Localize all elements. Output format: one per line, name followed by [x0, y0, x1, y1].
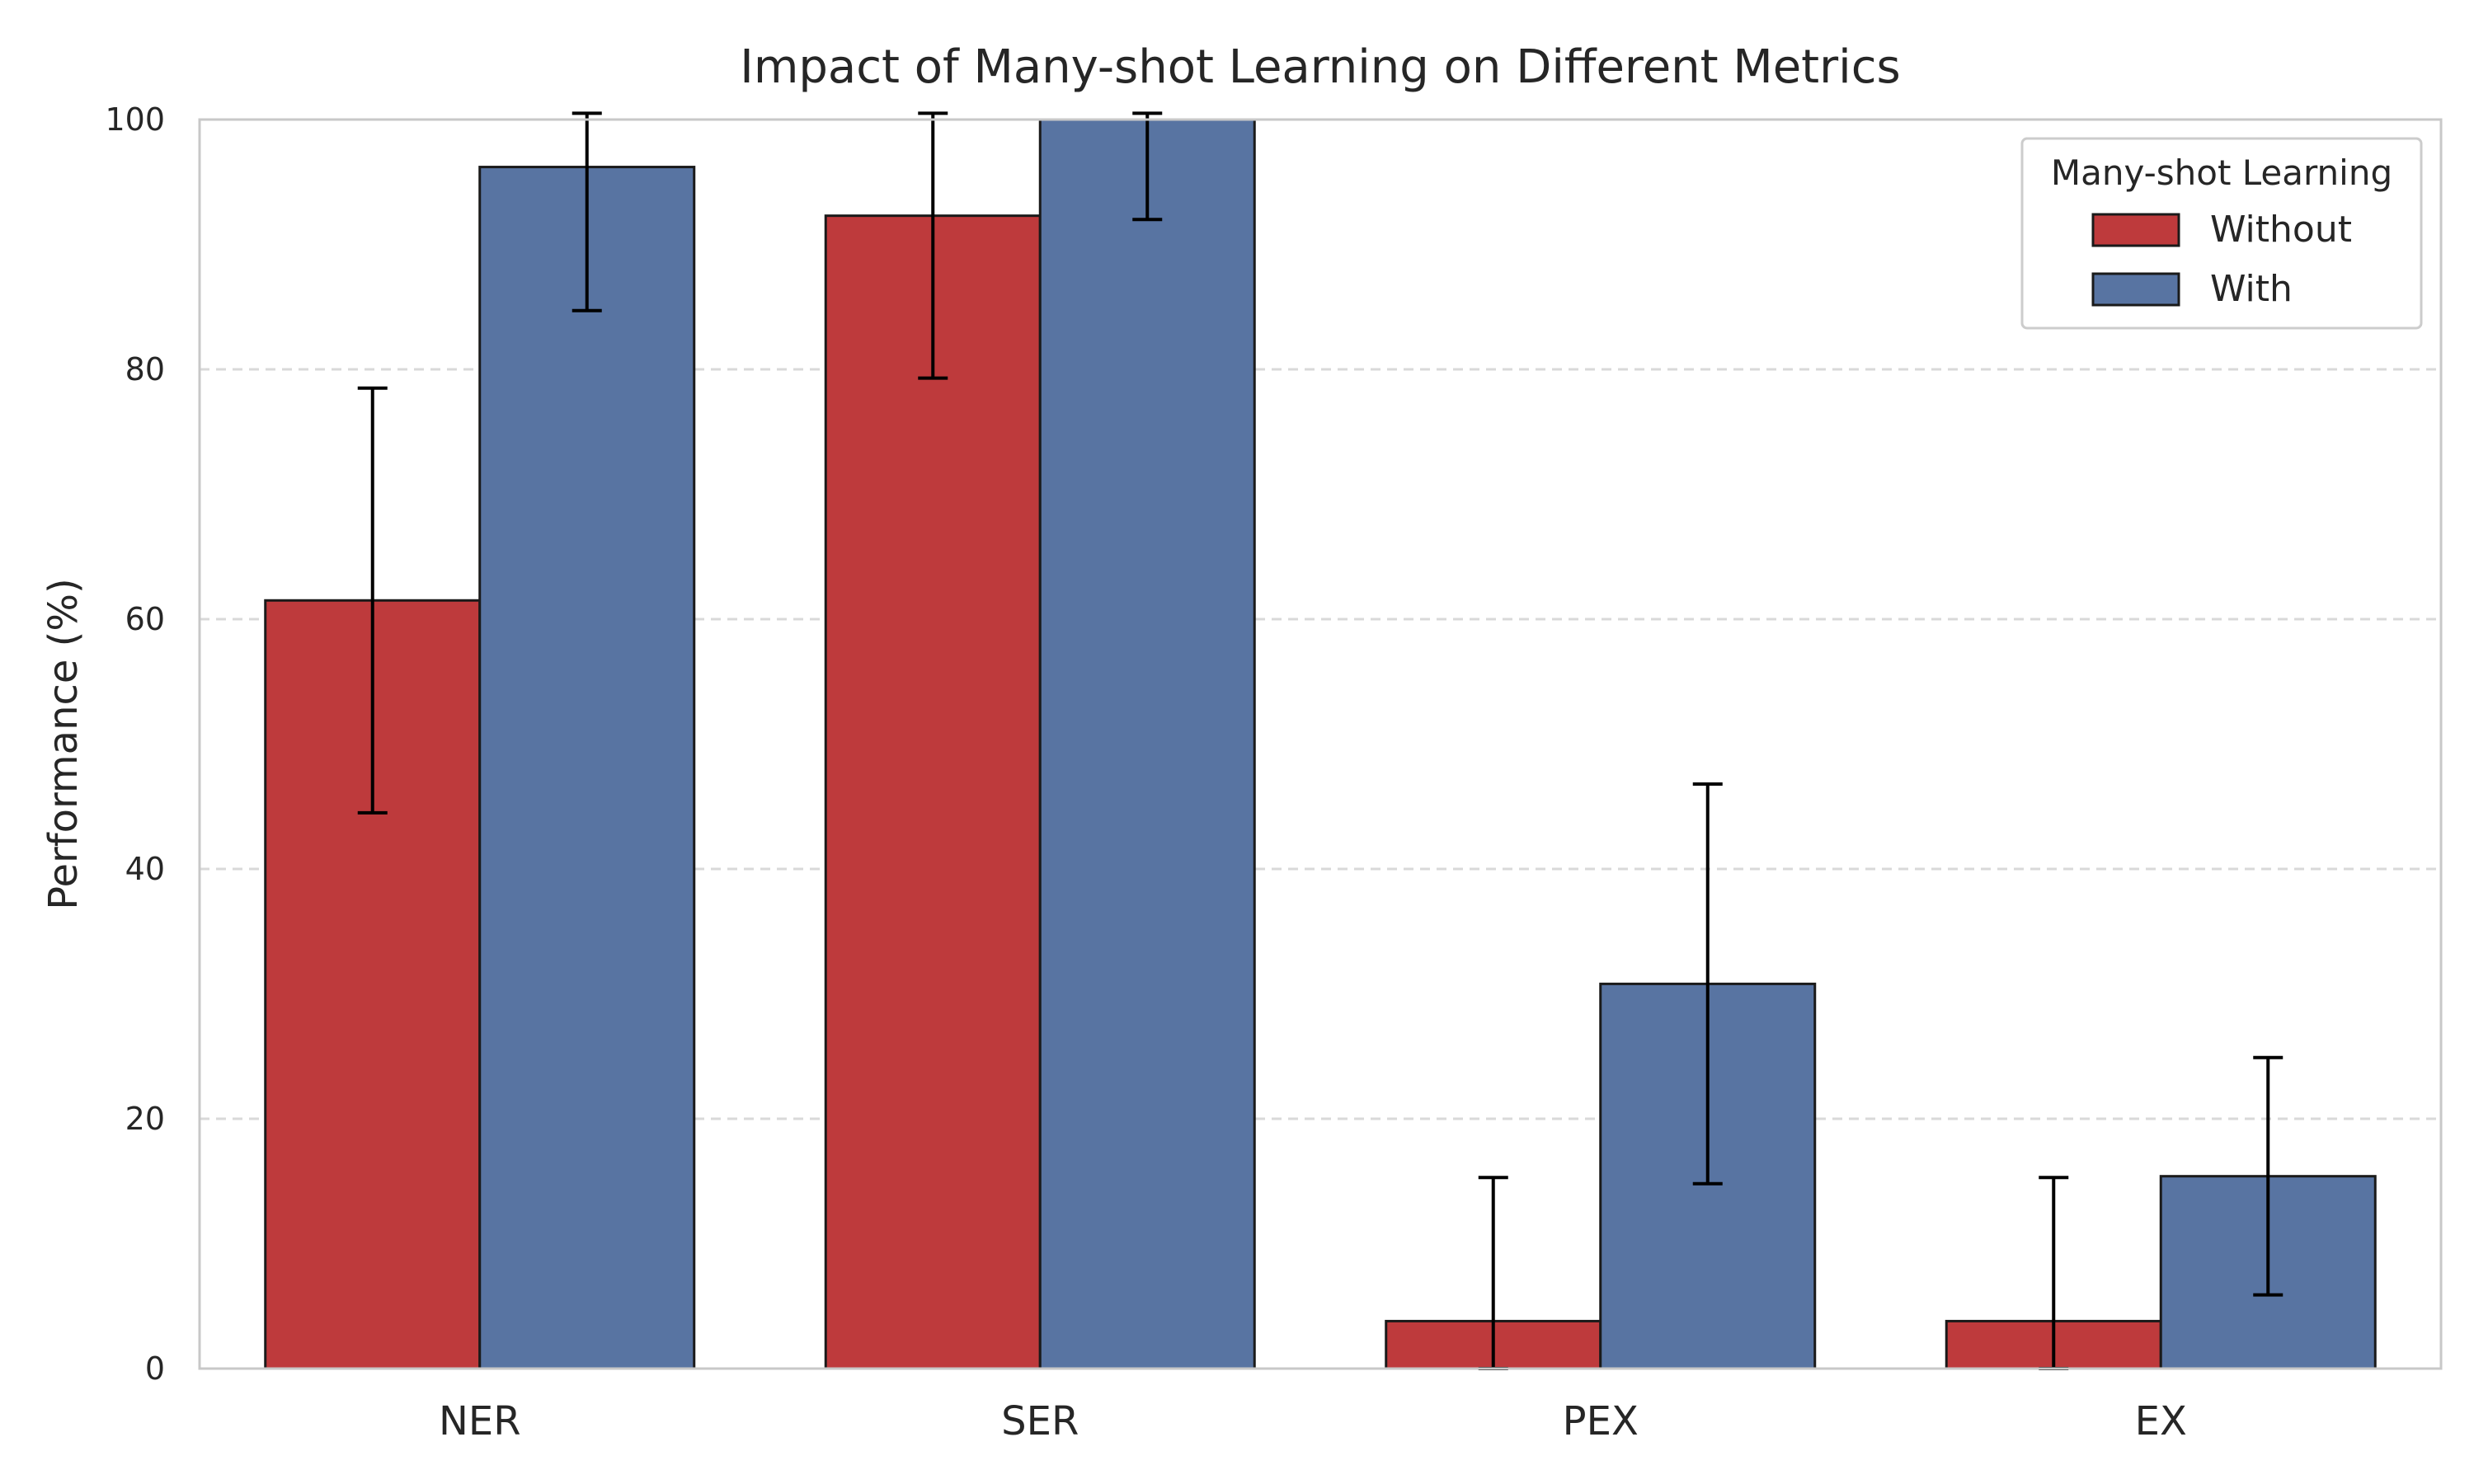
error-bar: [357, 386, 388, 815]
error-bar: [571, 111, 602, 312]
legend-swatch: [2091, 272, 2180, 307]
x-tick-label: NER: [439, 1398, 521, 1444]
bar-without-ser: [824, 214, 1042, 1370]
legend-title: Many-shot Learning: [2051, 153, 2392, 193]
y-tick-label: 100: [105, 101, 165, 138]
error-bar: [1132, 111, 1163, 222]
legend-item-with: With: [2091, 268, 2293, 310]
plot-frame: [198, 118, 2443, 1370]
bar-with-ner: [478, 166, 696, 1370]
legend-item-without: Without: [2091, 209, 2352, 251]
legend: Many-shot Learning Without With: [2020, 137, 2423, 330]
error-bar: [2253, 1055, 2284, 1297]
legend-swatch: [2091, 213, 2180, 247]
x-tick-label: EX: [2135, 1398, 2187, 1444]
error-bar: [918, 111, 948, 380]
y-tick-label: 40: [125, 851, 165, 887]
y-tick-label: 0: [145, 1350, 165, 1387]
y-tick-label: 80: [125, 351, 165, 387]
chart-title: Impact of Many-shot Learning on Differen…: [740, 40, 1900, 94]
x-tick-label: SER: [1001, 1398, 1079, 1444]
legend-items: Without With: [2091, 209, 2352, 310]
x-tick-layer: NER SER PEX EX: [439, 1398, 2187, 1444]
legend-label: Without: [2210, 209, 2352, 251]
error-bar: [1692, 782, 1723, 1186]
legend-label: With: [2210, 268, 2293, 310]
y-tick-label: 60: [125, 601, 165, 637]
grid-layer: [200, 368, 2441, 1120]
x-tick-label: PEX: [1563, 1398, 1639, 1444]
y-tick-layer: 0 20 40 60 80 100: [105, 101, 165, 1387]
y-axis-label: Performance (%): [40, 578, 87, 910]
y-tick-label: 20: [125, 1101, 165, 1137]
bar-with-ser: [1038, 118, 1256, 1370]
